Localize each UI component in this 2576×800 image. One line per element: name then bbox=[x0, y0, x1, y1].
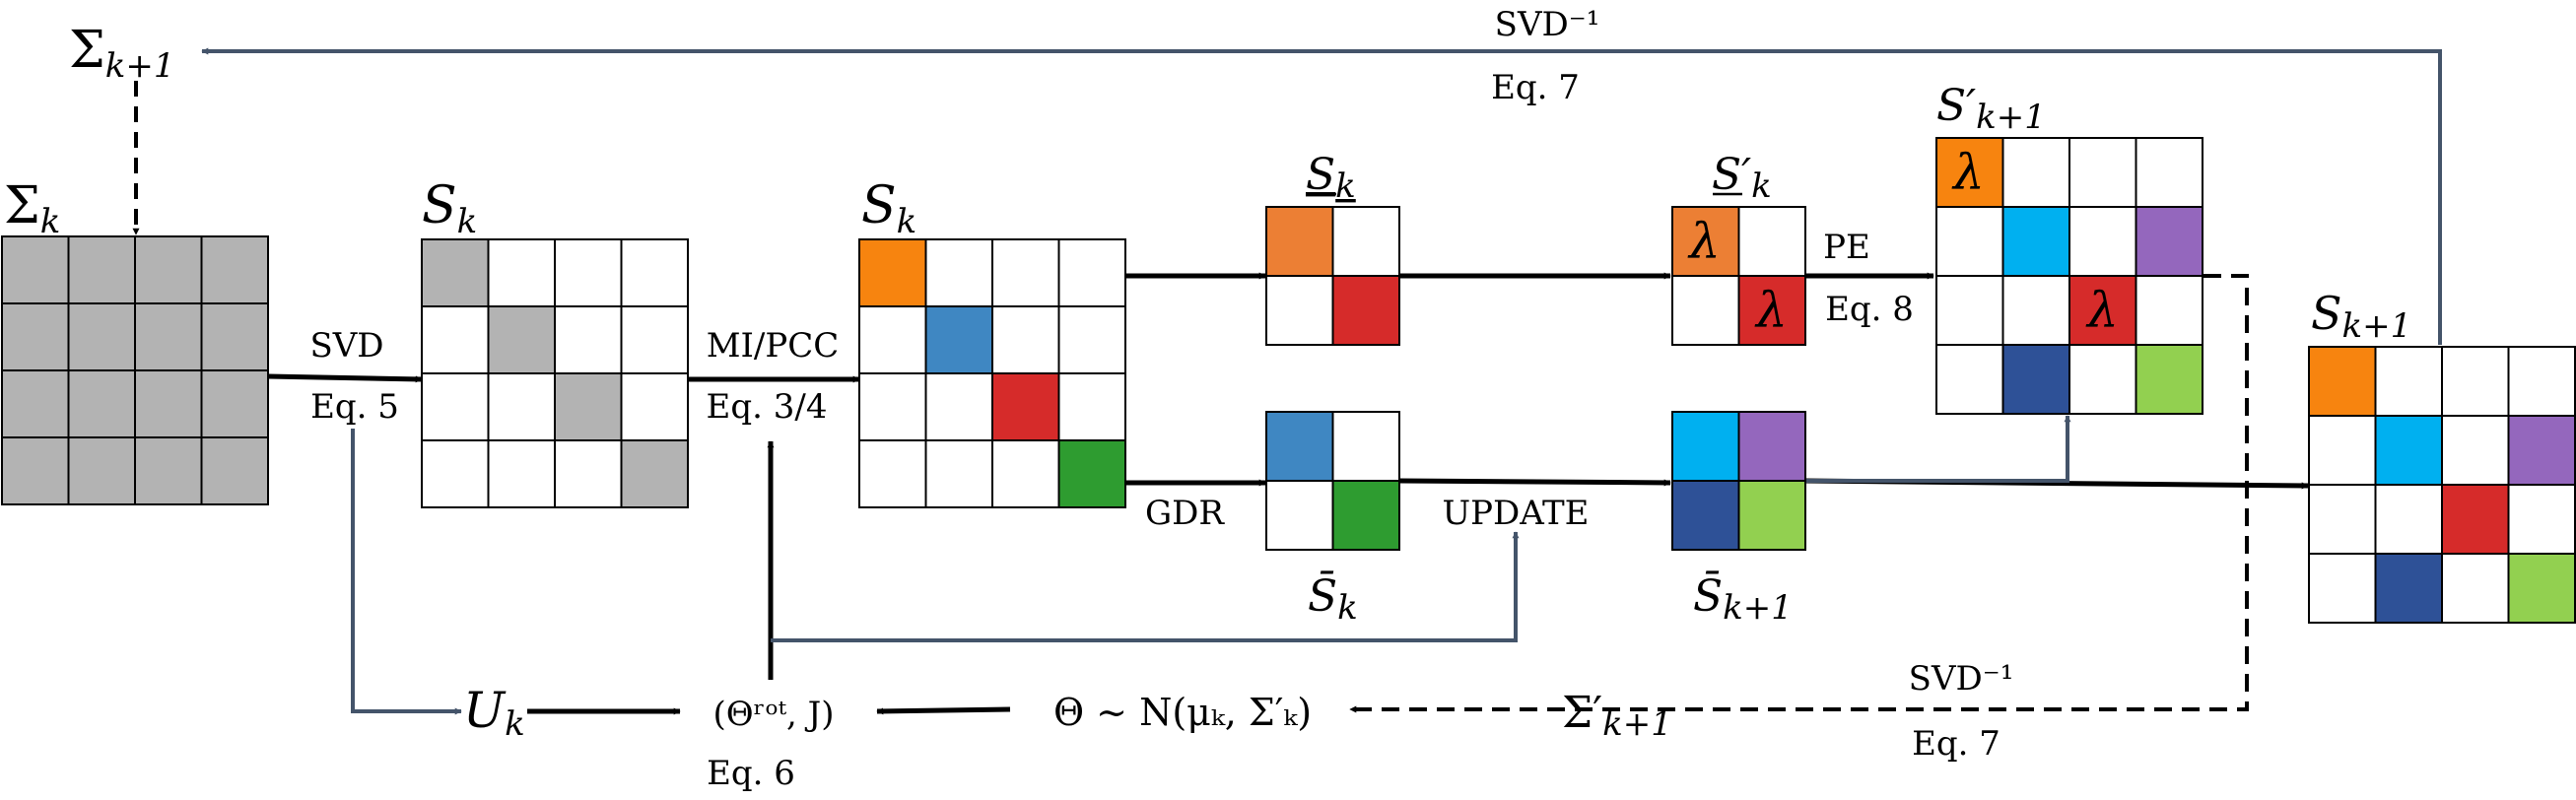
eq7-top-label: Eq. 7 bbox=[1491, 68, 1580, 107]
s-prime-k-title: S′k bbox=[1712, 150, 1772, 206]
svd-to-u-arrow bbox=[351, 429, 462, 715]
lambda-s-prime-k1-2: λ bbox=[2085, 282, 2119, 339]
lambda-s-prime-k1-1: λ bbox=[1951, 144, 1985, 201]
sigma-prime-k1-label: Σ′k+1 bbox=[1562, 688, 1672, 744]
s-k-matrix-colored-diag bbox=[858, 238, 1126, 508]
gdr-label: GDR bbox=[1145, 494, 1225, 533]
theta-tuple-label: (Θʳᵒᵗ, J) bbox=[713, 695, 835, 734]
u-k-label: Uk bbox=[463, 682, 525, 744]
s-k1-title: Sk+1 bbox=[2311, 287, 2411, 346]
s-k-colored-title: Sk bbox=[861, 176, 916, 241]
s-prime-k-matrix bbox=[1671, 206, 1806, 346]
lambda-s-prime-k-2: λ bbox=[1754, 282, 1788, 339]
s-bar-k1-matrix bbox=[1671, 411, 1806, 551]
update-label: UPDATE bbox=[1443, 494, 1590, 533]
sigma-k-matrix bbox=[1, 235, 269, 505]
eq6-label: Eq. 6 bbox=[707, 754, 795, 793]
svd-arrow bbox=[267, 373, 423, 383]
to-s-prime-k1-arrow bbox=[1805, 415, 2071, 483]
svd-inv-top-arrow bbox=[201, 47, 2442, 345]
eq5-label: Eq. 5 bbox=[310, 387, 399, 427]
s-bar-k-matrix bbox=[1265, 411, 1400, 551]
theta-to-tuple-arrow bbox=[876, 706, 1011, 715]
s-k-matrix-gray-diag bbox=[421, 238, 689, 508]
svd-inv-bottom-dashed-line bbox=[1670, 274, 2249, 711]
pe-label: PE bbox=[1823, 228, 1870, 267]
s-k-gray-title: Sk bbox=[422, 176, 477, 241]
lambda-s-prime-k-1: λ bbox=[1687, 213, 1721, 270]
s-prime-k1-matrix bbox=[1935, 137, 2203, 415]
s-prime-k1-title: S′k+1 bbox=[1936, 81, 2046, 137]
s-bar-k1-title: S̄k+1 bbox=[1693, 569, 1793, 628]
eq8-label: Eq. 8 bbox=[1825, 290, 1914, 329]
svd-inv-bottom-label: SVD⁻¹ bbox=[1909, 659, 2014, 699]
sigma-k1-top-title: Σk+1 bbox=[69, 21, 175, 86]
s-under-k-title: Sk bbox=[1306, 150, 1356, 206]
tuple-to-update-arrow bbox=[771, 531, 1520, 642]
update-arrow bbox=[1398, 478, 1671, 487]
sigma-k-title: Σk bbox=[4, 176, 60, 241]
theta-dist-label: Θ ∼ N(μₖ, Σ′ₖ) bbox=[1053, 691, 1312, 734]
s-k1-matrix bbox=[2308, 346, 2576, 624]
s-under-k-matrix bbox=[1265, 206, 1400, 346]
eq7-bottom-label: Eq. 7 bbox=[1912, 724, 2000, 764]
s-bar-k-title: S̄k bbox=[1308, 569, 1358, 628]
mi-pcc-label: MI/PCC bbox=[707, 326, 840, 366]
eq34-label: Eq. 3/4 bbox=[707, 387, 828, 427]
svd-inv-top-label: SVD⁻¹ bbox=[1495, 5, 1600, 44]
svd-label: SVD bbox=[309, 326, 383, 366]
